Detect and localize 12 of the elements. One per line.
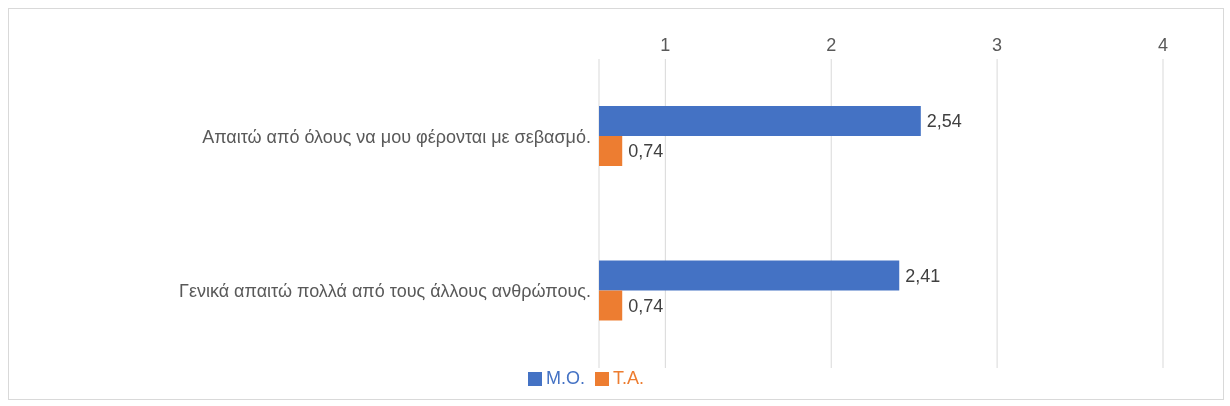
legend-label: T.A. xyxy=(612,368,644,388)
legend-label: M.O. xyxy=(545,368,585,388)
data-label: 0,74 xyxy=(628,295,664,316)
x-tick-label: 1 xyxy=(660,35,671,55)
data-label: 2,54 xyxy=(926,111,962,131)
x-tick-label: 4 xyxy=(1157,35,1169,55)
data-label: 2,41 xyxy=(905,265,941,286)
x-tick-label: 3 xyxy=(992,35,1003,55)
y-tick-label: Γενικά απαιτώ πολλά από τους άλλους ανθρώπους. xyxy=(178,281,591,302)
x-tick-label: 2 xyxy=(826,35,837,55)
y-tick-label: Απαιτώ από όλους να μου φέρονται με σεβασμό. xyxy=(202,126,591,147)
data-label: 0,74 xyxy=(628,141,664,161)
